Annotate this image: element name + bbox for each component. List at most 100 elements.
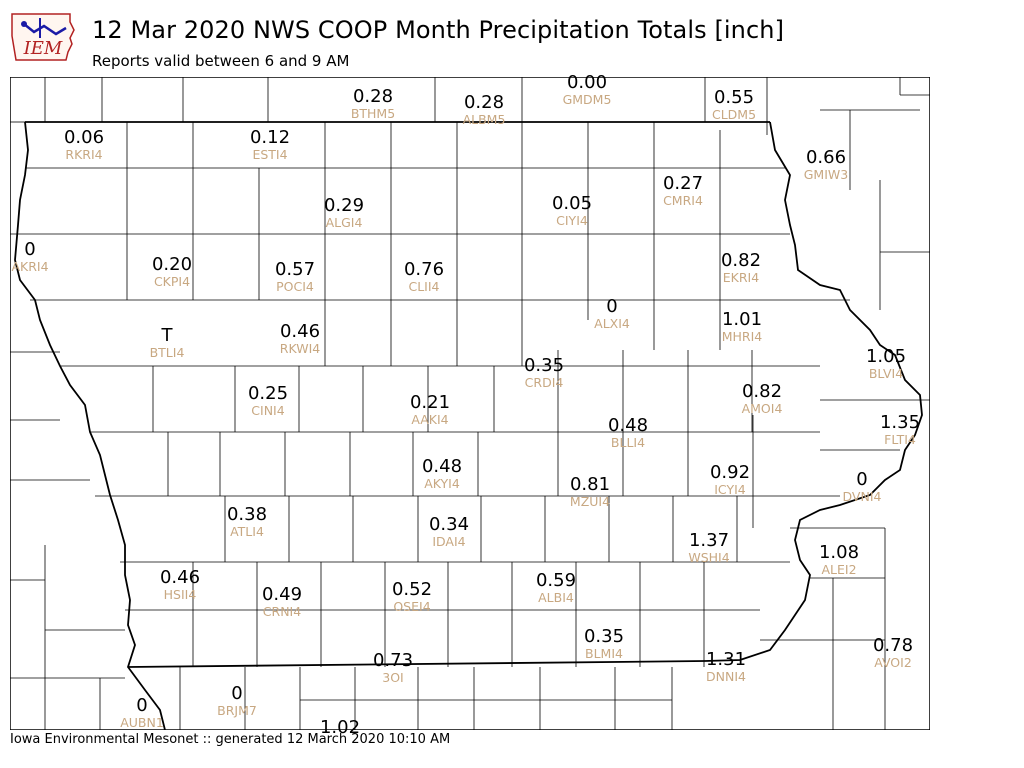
station-id: AKYI4: [424, 476, 460, 491]
station-id: CINI4: [251, 403, 284, 418]
map-title: 12 Mar 2020 NWS COOP Month Precipitation…: [92, 16, 785, 44]
station-value: 0.21: [410, 392, 450, 413]
station-id: CRNI4: [263, 604, 301, 619]
map-subtitle: Reports valid between 6 and 9 AM: [92, 52, 350, 70]
station-value: 1.37: [689, 530, 729, 551]
station-value: 0.35: [584, 626, 624, 647]
station-value: 0.76: [404, 259, 444, 280]
station-id: EKRI4: [723, 270, 759, 285]
station-value: 1.08: [819, 542, 859, 563]
station-id: OSEI4: [393, 599, 430, 614]
iem-logo: IEM: [11, 13, 75, 61]
station-id: DNNI4: [706, 669, 746, 684]
station-value: 0.46: [280, 321, 320, 342]
station-value: 0.06: [64, 127, 104, 148]
station-value: 0.38: [227, 504, 267, 525]
station-id: AMOI4: [742, 401, 783, 416]
station-value: 1.05: [866, 346, 906, 367]
station-id: HSII4: [164, 587, 197, 602]
station-id: CMRI4: [663, 193, 703, 208]
station-id: ICYI4: [714, 482, 746, 497]
station-id: CIYI4: [556, 213, 588, 228]
station-id: ALEI2: [821, 562, 856, 577]
station-value: 0.66: [806, 147, 846, 168]
station-id: BTHM5: [351, 106, 395, 121]
station-value: 0.05: [552, 193, 592, 214]
station-id: AUBN1: [120, 715, 164, 730]
station-id: ESTI4: [252, 147, 287, 162]
station-id: AAKI4: [411, 412, 448, 427]
station-id: BLLI4: [611, 435, 645, 450]
station-id: IDAI4: [432, 534, 465, 549]
station-value: 0.82: [742, 381, 782, 402]
station-id: CRDI4: [525, 375, 564, 390]
station-id: GMIW3: [804, 167, 848, 182]
footer-credit: Iowa Environmental Mesonet :: generated …: [10, 732, 451, 747]
station-value: 0.34: [429, 514, 469, 535]
station-value: 0.28: [464, 92, 504, 113]
station-value: 0.49: [262, 584, 302, 605]
station-id: FLTI4: [884, 432, 916, 447]
station-id: ATLI4: [230, 524, 264, 539]
station-value: 0: [856, 469, 867, 490]
station-id: DVNI4: [843, 489, 882, 504]
station-value: 1.35: [880, 412, 920, 433]
station-value: 0.12: [250, 127, 290, 148]
station-id: ALXI4: [594, 316, 630, 331]
station-id: MHRI4: [722, 329, 763, 344]
station-value: 0.57: [275, 259, 315, 280]
station-value: 0.52: [392, 579, 432, 600]
station-value: 0.59: [536, 570, 576, 591]
station-id: AKRI4: [11, 259, 48, 274]
station-value: 1.01: [722, 309, 762, 330]
station-value: 0.92: [710, 462, 750, 483]
mississippi-river: [704, 121, 923, 662]
station-id: BLVI4: [869, 366, 903, 381]
station-value: 0.46: [160, 567, 200, 588]
station-value: 0: [136, 695, 147, 716]
station-id: AVOI2: [874, 655, 912, 670]
station-value: 0.48: [422, 456, 462, 477]
station-value: 0.48: [608, 415, 648, 436]
station-id: CLDM5: [712, 107, 756, 122]
missouri-river: [14, 121, 166, 730]
station-id: BLMI4: [585, 646, 623, 661]
state-boundaries: [14, 121, 923, 730]
station-id: 3OI: [382, 670, 403, 685]
station-id: ALBM5: [463, 112, 506, 127]
station-value: 0.73: [373, 650, 413, 671]
station-id: MZUI4: [570, 494, 610, 509]
station-value: T: [161, 325, 174, 346]
station-value: 0.35: [524, 355, 564, 376]
station-value: 0.28: [353, 86, 393, 107]
station-value: 0.00: [567, 72, 607, 93]
station-value: 0.27: [663, 173, 703, 194]
station-id: GMDM5: [563, 92, 612, 107]
station-value: 1.02: [320, 717, 360, 738]
station-value: 0.25: [248, 383, 288, 404]
station-id: WSHI4: [688, 550, 729, 565]
county-boundaries: [10, 77, 930, 730]
station-id: ALBI4: [538, 590, 574, 605]
station-id: RKWI4: [280, 341, 320, 356]
station-value: 0.55: [714, 87, 754, 108]
station-value: 0.29: [324, 195, 364, 216]
station-id: POCI4: [276, 279, 314, 294]
station-id: CKPI4: [154, 274, 190, 289]
station-value: 0: [231, 683, 242, 704]
station-value: 0: [24, 239, 35, 260]
station-id: BRJM7: [217, 703, 257, 718]
station-value: 0.81: [570, 474, 610, 495]
station-id: ALGI4: [326, 215, 363, 230]
missouri-iowa-border: [127, 660, 706, 668]
station-value: 0: [606, 296, 617, 317]
logo-text: IEM: [23, 38, 63, 59]
station-value: 0.78: [873, 635, 913, 656]
station-value: 0.20: [152, 254, 192, 275]
station-id: BTLI4: [150, 345, 185, 360]
station-id: RKRI4: [65, 147, 102, 162]
station-id: CLII4: [408, 279, 439, 294]
station-value: 1.31: [706, 649, 746, 670]
